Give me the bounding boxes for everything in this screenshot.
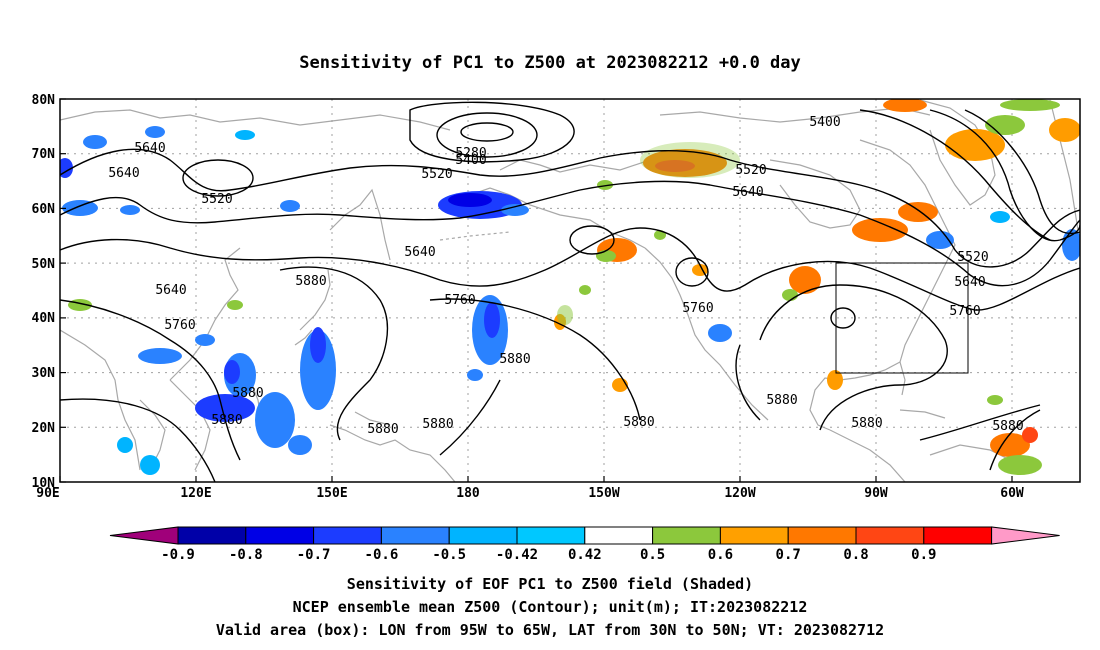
colorbar-swatch (516, 526, 586, 545)
contour-label: 5880 (295, 274, 326, 289)
lat-label: 30N (32, 366, 56, 381)
lon-label: 60W (1000, 486, 1024, 501)
contour-label: 5760 (164, 318, 195, 333)
colorbar-swatch (177, 526, 247, 545)
contour-label: 5880 (851, 416, 882, 431)
colorbar-swatch (719, 526, 789, 545)
lat-label: 60N (32, 202, 56, 217)
contour-label: 5520 (201, 192, 232, 207)
lat-label: 80N (32, 93, 56, 108)
map-panel: 5640 5640 5520 5280 5400 5520 5640 5520 … (60, 99, 1080, 482)
contour-label: 5400 (455, 153, 486, 168)
caption-line-2: NCEP ensemble mean Z500 (Contour); unit(… (293, 598, 808, 616)
axis-ticks (59, 98, 1013, 483)
colorbar-swatch (855, 526, 925, 545)
contour-label: 5640 (108, 166, 139, 181)
contour-labels: 5640 5640 5520 5280 5400 5520 5640 5520 … (108, 115, 1023, 437)
contour-label: 5760 (949, 304, 980, 319)
lon-label: 120W (724, 486, 755, 501)
colorbar-label: -0.7 (297, 547, 331, 563)
colorbar-label: 0.6 (708, 547, 733, 563)
colorbar-label: -0.5 (432, 547, 466, 563)
contour-label: 5880 (766, 393, 797, 408)
contour-label: 5640 (134, 141, 165, 156)
contour-label: 5640 (954, 275, 985, 290)
longitude-labels: 90E 120E 150E 180 150W 120W 90W 60W (36, 486, 1024, 501)
figure-title: Sensitivity of PC1 to Z500 at 2023082212… (299, 53, 801, 73)
colorbar-label: 0.7 (776, 547, 801, 563)
lon-label: 150E (316, 486, 347, 501)
contour-label: 5880 (232, 386, 263, 401)
contour-label: 5880 (623, 415, 654, 430)
lat-label: 50N (32, 257, 56, 272)
valid-area-box (835, 262, 969, 374)
lon-label: 150W (588, 486, 619, 501)
sensitivity-shading (60, 99, 1080, 475)
colorbar-swatch (245, 526, 315, 545)
contour-label: 5520 (735, 163, 766, 178)
colorbar-label: 0.8 (843, 547, 868, 563)
z500-contours (60, 101, 1080, 482)
contour-label: 5400 (809, 115, 840, 130)
colorbar-label: 0.42 (568, 547, 602, 563)
latitude-labels: 80N 70N 60N 50N 40N 30N 20N 10N (32, 93, 56, 491)
lat-label: 10N (32, 476, 56, 491)
contour-label: 5640 (404, 245, 435, 260)
colorbar-arrow-right (991, 526, 1060, 545)
contour-label: 5520 (421, 167, 452, 182)
lon-label: 180 (456, 486, 480, 501)
lat-label: 20N (32, 421, 56, 436)
contour-label: 5640 (155, 283, 186, 298)
caption-line-1: Sensitivity of EOF PC1 to Z500 field (Sh… (347, 575, 753, 593)
lon-label: 120E (180, 486, 211, 501)
colorbar-swatch (652, 526, 721, 545)
caption-line-3: Valid area (box): LON from 95W to 65W, L… (216, 621, 884, 639)
colorbar-swatch (787, 526, 857, 545)
lat-label: 40N (32, 311, 56, 326)
contour-label: 5640 (732, 185, 763, 200)
colorbar-label: 0.5 (640, 547, 665, 563)
colorbar-label: -0.9 (161, 547, 195, 563)
colorbar-arrow-left (109, 526, 179, 545)
contour-label: 5880 (992, 419, 1023, 434)
colorbar-swatch (380, 526, 450, 545)
contour-label: 5760 (444, 293, 475, 308)
map-frame (59, 98, 1081, 483)
colorbar-label: -0.8 (229, 547, 263, 563)
contour-label: 5880 (422, 417, 453, 432)
lon-label: 90W (864, 486, 888, 501)
colorbar-swatch (923, 526, 993, 545)
colorbar-swatch (448, 526, 518, 545)
colorbar (109, 526, 1060, 545)
contour-5280-inner (460, 122, 514, 142)
contour-label: 5880 (367, 422, 398, 437)
contour-label: 5760 (682, 301, 713, 316)
colorbar-swatch (313, 526, 382, 545)
lat-label: 70N (32, 147, 56, 162)
colorbar-label: -0.6 (365, 547, 399, 563)
contour-label: 5280 (455, 146, 486, 161)
colorbar-label: -0.42 (496, 547, 538, 563)
lon-label: 90E (36, 486, 59, 501)
contour-label: 5880 (499, 352, 530, 367)
contour-label: 5520 (957, 250, 988, 265)
contour-label: 5880 (211, 413, 242, 428)
colorbar-swatch (584, 526, 654, 545)
colorbar-labels: -0.9 -0.8 -0.7 -0.6 -0.5 -0.42 0.42 0.5 0.6 0.7 0.… (161, 547, 936, 563)
colorbar-label: 0.9 (911, 547, 936, 563)
